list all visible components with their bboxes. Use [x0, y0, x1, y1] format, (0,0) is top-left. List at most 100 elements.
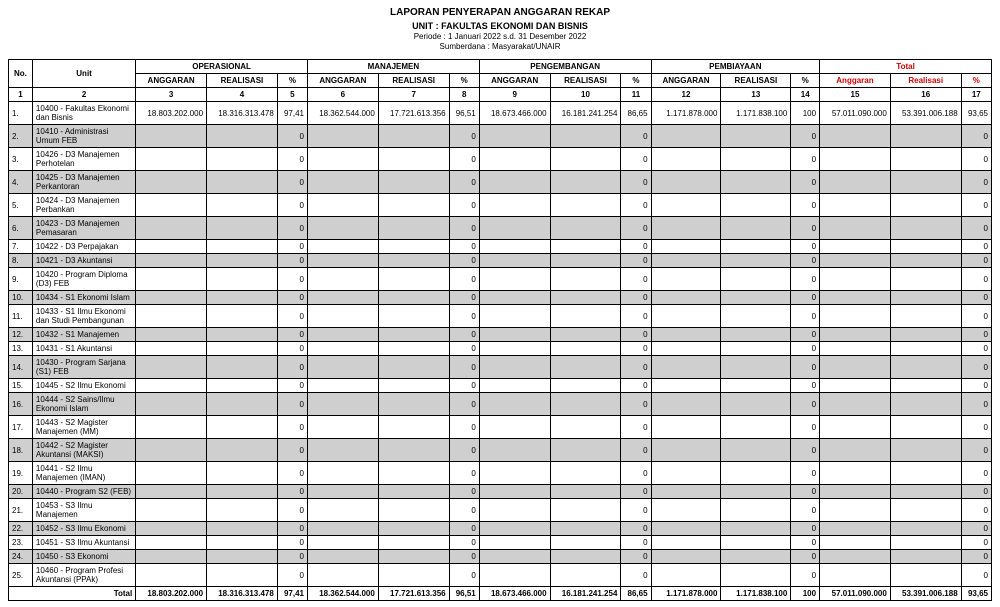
cell-value: [479, 439, 550, 462]
cell-value: [890, 485, 961, 499]
cell-value: 0: [961, 522, 991, 536]
cell-value: [820, 268, 891, 291]
cell-no: 12.: [9, 328, 33, 342]
cell-unit: 10432 - S1 Manajemen: [32, 328, 135, 342]
col-no: No.: [9, 60, 33, 88]
cell-value: [136, 462, 207, 485]
cell-value: 0: [791, 499, 820, 522]
cell-value: 18.362.544.000: [307, 102, 378, 125]
cell-no: 24.: [9, 550, 33, 564]
cell-unit: 10430 - Program Sarjana (S1) FEB: [32, 356, 135, 379]
cell-value: [820, 194, 891, 217]
cell-value: 0: [791, 148, 820, 171]
cell-value: [307, 522, 378, 536]
cell-value: [378, 305, 449, 328]
cell-value: 0: [791, 125, 820, 148]
cell-value: [890, 171, 961, 194]
cell-value: [820, 485, 891, 499]
cell-value: 0: [791, 416, 820, 439]
cell-value: [651, 356, 721, 379]
cell-unit: 10420 - Program Diploma (D3) FEB: [32, 268, 135, 291]
cell-value: [721, 462, 791, 485]
budget-table: No. Unit OPERASIONAL MANAJEMEN PENGEMBAN…: [8, 59, 992, 601]
cell-value: [136, 148, 207, 171]
report-header: LAPORAN PENYERAPAN ANGGARAN REKAP UNIT :…: [8, 6, 992, 53]
cell-no: 10.: [9, 291, 33, 305]
cell-value: [207, 462, 278, 485]
cell-value: 0: [277, 268, 307, 291]
cell-value: [378, 439, 449, 462]
cell-unit: 10400 - Fakultas Ekonomi dan Bisnis: [32, 102, 135, 125]
col-index: 6: [307, 88, 378, 102]
cell-value: 0: [449, 305, 479, 328]
cell-value: 0: [791, 564, 820, 587]
cell-value: 0: [449, 522, 479, 536]
cell-value: 57.011.090.000: [820, 102, 891, 125]
cell-value: [307, 268, 378, 291]
cell-value: 0: [791, 485, 820, 499]
cell-no: 6.: [9, 217, 33, 240]
cell-value: 0: [791, 268, 820, 291]
cell-value: [378, 499, 449, 522]
table-row: 18.10442 - S2 Magister Akuntansi (MAKSI)…: [9, 439, 992, 462]
cell-value: 0: [277, 194, 307, 217]
cell-value: 0: [449, 268, 479, 291]
cell-value: [479, 564, 550, 587]
cell-value: [550, 240, 621, 254]
cell-value: 0: [791, 379, 820, 393]
cell-value: [651, 254, 721, 268]
cell-value: [207, 268, 278, 291]
cell-value: [550, 379, 621, 393]
cell-value: 18.673.466.000: [479, 102, 550, 125]
cell-value: [721, 328, 791, 342]
cell-value: [890, 522, 961, 536]
cell-value: 0: [449, 291, 479, 305]
cell-value: 0: [621, 268, 651, 291]
cell-value: 0: [449, 125, 479, 148]
table-row: 12.10432 - S1 Manajemen00000: [9, 328, 992, 342]
cell-value: [721, 305, 791, 328]
cell-value: [207, 291, 278, 305]
cell-value: [307, 291, 378, 305]
cell-value: [479, 305, 550, 328]
table-row: 17.10443 - S2 Magister Manajemen (MM)000…: [9, 416, 992, 439]
cell-value: [820, 379, 891, 393]
cell-value: 0: [791, 462, 820, 485]
cell-value: [651, 291, 721, 305]
cell-value: 0: [621, 125, 651, 148]
cell-unit: 10425 - D3 Manajemen Perkantoran: [32, 171, 135, 194]
col-index: 10: [550, 88, 621, 102]
cell-value: 0: [621, 393, 651, 416]
cell-value: [820, 291, 891, 305]
cell-value: 0: [621, 171, 651, 194]
cell-value: [378, 536, 449, 550]
cell-value: 0: [961, 342, 991, 356]
table-row: 8.10421 - D3 Akuntansi00000: [9, 254, 992, 268]
cell-value: [207, 550, 278, 564]
group-pembiayaan: PEMBIAYAAN: [651, 60, 820, 74]
cell-value: [307, 564, 378, 587]
cell-unit: 10410 - Administrasi Umum FEB: [32, 125, 135, 148]
cell-value: 0: [277, 379, 307, 393]
cell-value: 0: [961, 393, 991, 416]
cell-value: [207, 217, 278, 240]
cell-value: [890, 240, 961, 254]
cell-value: [378, 393, 449, 416]
cell-value: [820, 254, 891, 268]
cell-value: [820, 305, 891, 328]
cell-value: 0: [961, 217, 991, 240]
cell-no: 14.: [9, 356, 33, 379]
cell-value: [136, 268, 207, 291]
cell-value: 0: [621, 305, 651, 328]
cell-value: 0: [277, 342, 307, 356]
cell-value: 0: [449, 254, 479, 268]
col-index: 12: [651, 88, 721, 102]
cell-value: [550, 439, 621, 462]
report-source: Sumberdana : Masyarakat/UNAIR: [8, 42, 992, 53]
cell-value: [651, 342, 721, 356]
cell-value: [378, 522, 449, 536]
cell-value: 0: [961, 356, 991, 379]
cell-value: [721, 342, 791, 356]
cell-value: [890, 564, 961, 587]
cell-value: 0: [961, 254, 991, 268]
